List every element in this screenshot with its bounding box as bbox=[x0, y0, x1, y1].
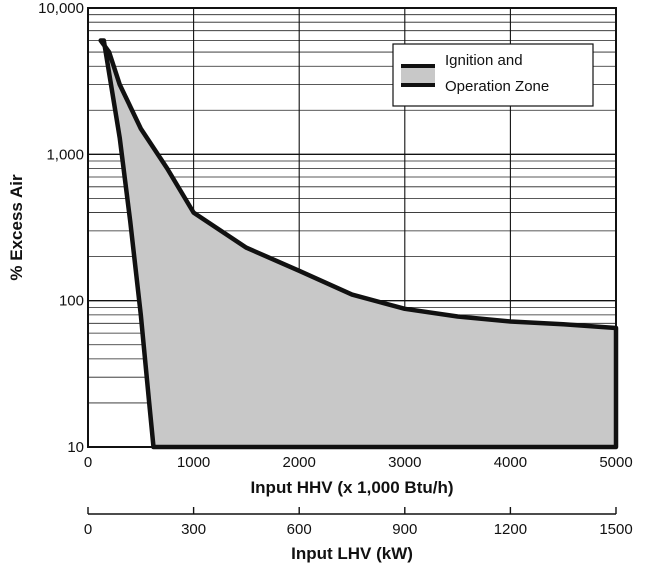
x-tick-label: 0 bbox=[84, 454, 92, 471]
y-tick-label: 100 bbox=[59, 293, 84, 310]
secondary-x-tick-label: 1500 bbox=[599, 521, 632, 538]
secondary-x-tick-label: 600 bbox=[287, 521, 312, 538]
secondary-x-tick-label: 1200 bbox=[494, 521, 527, 538]
x-tick-label: 5000 bbox=[599, 454, 632, 471]
secondary-x-axis: 0 300 600 900 1200 1500 bbox=[84, 507, 633, 538]
x-axis-title: Input HHV (x 1,000 Btu/h) bbox=[250, 478, 453, 497]
legend: Ignition and Operation Zone bbox=[392, 43, 594, 107]
x-tick-label: 2000 bbox=[283, 454, 316, 471]
secondary-x-axis-title: Input LHV (kW) bbox=[291, 544, 413, 563]
operation-zone bbox=[98, 38, 619, 450]
y-tick-label: 10 bbox=[67, 439, 84, 456]
y-tick-label: 10,000 bbox=[38, 0, 84, 17]
secondary-x-tick-label: 900 bbox=[392, 521, 417, 538]
legend-swatch bbox=[401, 66, 435, 85]
y-tick-labels: 10 100 1,000 10,000 bbox=[38, 0, 84, 456]
x-tick-label: 3000 bbox=[388, 454, 421, 471]
legend-label-line-1: Ignition and bbox=[445, 52, 523, 69]
plot-frame bbox=[87, 7, 617, 448]
y-tick-label: 1,000 bbox=[46, 146, 84, 163]
y-axis-title: % Excess Air bbox=[7, 174, 26, 281]
secondary-x-tick-label: 300 bbox=[181, 521, 206, 538]
secondary-x-tick-label: 0 bbox=[84, 521, 92, 538]
x-tick-label: 1000 bbox=[177, 454, 210, 471]
x-tick-labels: 0 1000 2000 3000 4000 5000 bbox=[84, 454, 633, 471]
x-tick-label: 4000 bbox=[494, 454, 527, 471]
legend-label-line-2: Operation Zone bbox=[445, 78, 549, 95]
operation-zone-area bbox=[98, 38, 619, 450]
